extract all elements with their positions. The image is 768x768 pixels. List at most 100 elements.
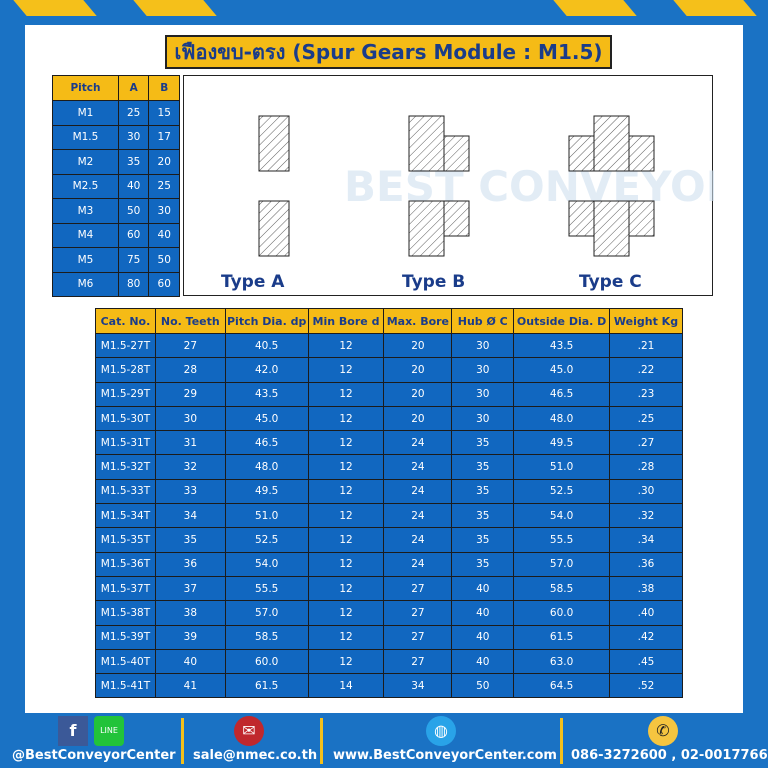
divider bbox=[560, 718, 563, 764]
table-cell: 38 bbox=[154, 600, 226, 626]
table-cell: 58.5 bbox=[224, 624, 309, 650]
table-cell: M2 bbox=[52, 149, 119, 175]
gear-diagrams: BEST CONVEYOR CENTER Type A Type B Type … bbox=[183, 75, 768, 296]
table-cell: 40 bbox=[117, 173, 150, 199]
table-cell: 20 bbox=[383, 357, 453, 383]
table-row: M5 75 50 bbox=[52, 247, 180, 273]
table-cell: 40 bbox=[451, 600, 515, 626]
table-row: M1.5-40T 40 60.0 12 27 40 63.0.45 bbox=[95, 648, 683, 675]
table-cell: .32 bbox=[609, 503, 683, 529]
table-cell: 27 bbox=[383, 575, 453, 602]
table-cell: 55.5 bbox=[224, 575, 309, 602]
divider bbox=[320, 718, 323, 764]
table-row: M1.5-37T 37 55.5 12 27 40 58.5.38 bbox=[95, 575, 683, 602]
table-cell: 12 bbox=[307, 503, 385, 529]
table-cell: 24 bbox=[383, 527, 453, 553]
table-row: M4 60 40 bbox=[52, 222, 180, 248]
table-cell: 35 bbox=[451, 454, 515, 480]
table-cell: 46.5 bbox=[224, 430, 309, 456]
facebook-icon[interactable]: f bbox=[58, 716, 88, 746]
table-cell: .27 bbox=[609, 430, 683, 456]
table-cell: 12 bbox=[307, 430, 385, 456]
table-cell: M3 bbox=[52, 198, 119, 224]
table-row: M2.5 40 25 bbox=[52, 173, 180, 199]
table-cell: M1.5 bbox=[52, 124, 119, 150]
table-cell: M1.5-30T bbox=[95, 405, 156, 432]
table-cell: 40 bbox=[451, 624, 515, 650]
table-cell: 61.5 bbox=[224, 673, 309, 699]
column-header: Pitch bbox=[52, 75, 119, 101]
table-cell: .34 bbox=[609, 527, 683, 553]
table-cell: .28 bbox=[609, 454, 683, 480]
footer: f LINE @BestConveyorCenter ✉ sale@nmec.c… bbox=[0, 712, 768, 768]
table-cell: M1.5-32T bbox=[95, 454, 156, 480]
table-cell: 42.0 bbox=[224, 357, 309, 383]
table-row: M1.5-31T 31 46.5 12 24 35 49.5.27 bbox=[95, 430, 683, 456]
table-cell: 40 bbox=[451, 648, 515, 675]
table-cell: .25 bbox=[609, 405, 683, 432]
table-row: M1.5-39T 39 58.5 12 27 40 61.5.42 bbox=[95, 624, 683, 650]
table-cell: 51.0 bbox=[224, 503, 309, 529]
table-cell: 27 bbox=[383, 648, 453, 675]
table-cell: .23 bbox=[609, 381, 683, 407]
spec-table: Cat. No. No. Teeth Pitch Dia. dp Min Bore d… bbox=[95, 308, 683, 699]
table-cell: 31 bbox=[154, 430, 226, 456]
table-cell: .30 bbox=[609, 478, 683, 505]
column-header: Cat. No. bbox=[95, 308, 156, 334]
table-row: M1.5-34T 34 51.0 12 24 35 54.0.32 bbox=[95, 503, 683, 529]
table-cell: 61.5 bbox=[513, 624, 611, 650]
table-cell: 35 bbox=[451, 430, 515, 456]
table-cell: .36 bbox=[609, 551, 683, 577]
table-cell: 20 bbox=[383, 332, 453, 359]
table-cell: 50 bbox=[148, 247, 180, 273]
table-cell: M1.5-27T bbox=[95, 332, 156, 359]
table-cell: 55.5 bbox=[513, 527, 611, 553]
column-header: Weight Kg bbox=[609, 308, 683, 334]
table-cell: M1.5-37T bbox=[95, 575, 156, 602]
table-cell: 34 bbox=[383, 673, 453, 699]
table-cell: 24 bbox=[383, 503, 453, 529]
table-row: M1.5-29T 29 43.5 12 20 30 46.5.23 bbox=[95, 381, 683, 407]
email-link[interactable]: sale@nmec.co.th bbox=[193, 748, 318, 763]
table-cell: 24 bbox=[383, 454, 453, 480]
table-cell: 35 bbox=[451, 551, 515, 577]
table-cell: 60.0 bbox=[513, 600, 611, 626]
table-cell: .22 bbox=[609, 357, 683, 383]
table-row: M3 50 30 bbox=[52, 198, 180, 224]
table-cell: 48.0 bbox=[513, 405, 611, 432]
table-cell: 30 bbox=[148, 198, 180, 224]
phone-numbers[interactable]: 086-3272600 , 02-0017766 bbox=[571, 748, 768, 763]
line-icon[interactable]: LINE bbox=[94, 716, 124, 746]
type-c-label: Type C bbox=[579, 272, 642, 292]
table-cell: 33 bbox=[154, 478, 226, 505]
table-cell: M1.5-34T bbox=[95, 503, 156, 529]
table-cell: M1.5-36T bbox=[95, 551, 156, 577]
column-header: Max. Bore bbox=[383, 308, 453, 334]
table-cell: 24 bbox=[383, 430, 453, 456]
table-cell: 30 bbox=[451, 381, 515, 407]
table-cell: 28 bbox=[154, 357, 226, 383]
table-cell: 51.0 bbox=[513, 454, 611, 480]
table-cell: M1.5-35T bbox=[95, 527, 156, 553]
table-cell: M1 bbox=[52, 100, 119, 126]
table-cell: 40.5 bbox=[224, 332, 309, 359]
table-cell: 27 bbox=[383, 600, 453, 626]
website-link[interactable]: www.BestConveyorCenter.com bbox=[333, 748, 557, 763]
decor-stripe bbox=[13, 0, 97, 16]
table-cell: M4 bbox=[52, 222, 119, 248]
table-cell: M1.5-29T bbox=[95, 381, 156, 407]
table-row: M1 25 15 bbox=[52, 100, 180, 126]
table-cell: 15 bbox=[148, 100, 180, 126]
table-cell: 12 bbox=[307, 357, 385, 383]
type-b-label: Type B bbox=[402, 272, 466, 292]
table-cell: 12 bbox=[307, 527, 385, 553]
table-cell: 30 bbox=[117, 124, 150, 150]
table-cell: 57.0 bbox=[513, 551, 611, 577]
column-header: Min Bore d bbox=[307, 308, 385, 334]
table-cell: 60 bbox=[148, 271, 180, 297]
table-cell: 43.5 bbox=[513, 332, 611, 359]
table-row: M1.5 30 17 bbox=[52, 124, 180, 150]
page-title: เฟืองขบ-ตรง (Spur Gears Module : M1.5) bbox=[165, 35, 612, 69]
facebook-handle[interactable]: @BestConveyorCenter bbox=[12, 748, 176, 763]
table-cell: 27 bbox=[154, 332, 226, 359]
